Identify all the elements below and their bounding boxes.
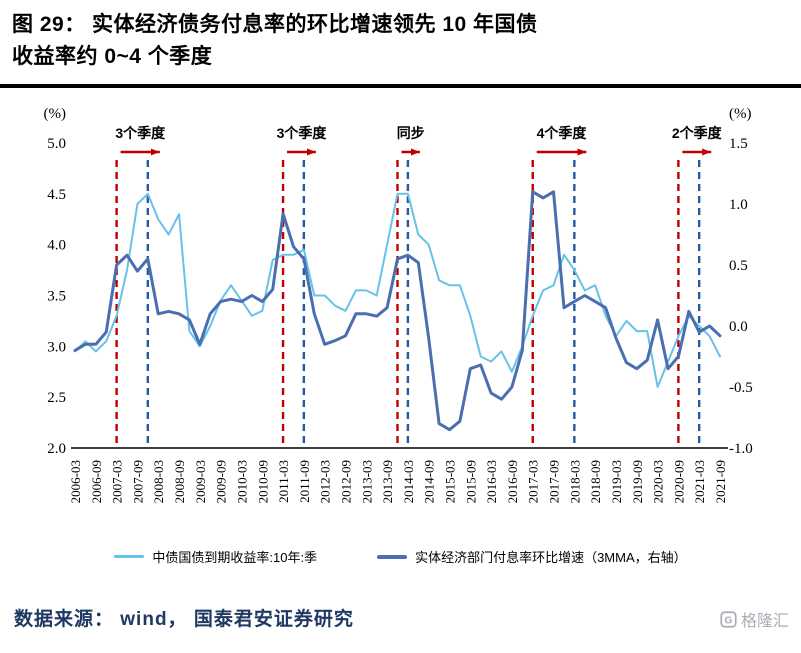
left-axis-tick: 4.5 <box>47 187 66 203</box>
right-axis-tick: 1.5 <box>729 136 748 152</box>
x-axis-tick: 2007-09 <box>130 460 145 503</box>
left-axis-tick: 2.0 <box>47 441 66 457</box>
watermark-text: 格隆汇 <box>740 613 789 630</box>
x-axis-tick: 2010-03 <box>234 460 249 503</box>
left-axis-tick: 5.0 <box>47 136 66 152</box>
right-axis-tick: -1.0 <box>729 441 753 457</box>
x-axis-tick: 2020-09 <box>671 460 686 503</box>
x-axis-tick: 2013-09 <box>380 460 395 503</box>
x-axis-tick: 2008-09 <box>172 460 187 503</box>
left-axis-tick: 3.5 <box>47 289 66 305</box>
left-axis-tick: 3.0 <box>47 339 66 355</box>
chart-legend: 中债国债到期收益率:10年:季 实体经济部门付息率环比增速（3MMA，右轴） <box>0 547 801 566</box>
svg-text:G: G <box>725 615 733 626</box>
left-axis-unit: (%) <box>44 106 67 122</box>
x-axis-tick: 2016-09 <box>505 460 520 503</box>
legend-item-yield: 中债国债到期收益率:10年:季 <box>114 547 317 566</box>
legend-swatch-yield-line <box>114 555 145 558</box>
annotation-label-3: 4个季度 <box>537 125 588 141</box>
x-axis-tick: 2014-03 <box>401 460 416 503</box>
x-axis-tick: 2006-03 <box>68 460 83 503</box>
x-axis-tick: 2020-03 <box>651 460 666 503</box>
x-axis-tick: 2021-09 <box>713 460 728 503</box>
gelonghui-logo-icon: G <box>720 610 737 628</box>
right-axis-tick: -0.5 <box>729 380 753 396</box>
right-axis-unit: (%) <box>729 106 752 122</box>
right-axis-tick: 0.5 <box>729 258 748 274</box>
left-axis-tick: 4.0 <box>47 238 66 254</box>
x-axis-tick: 2006-09 <box>89 460 104 503</box>
x-axis-tick: 2011-09 <box>297 460 312 503</box>
x-axis-tick: 2013-03 <box>359 460 374 503</box>
x-axis-tick: 2012-09 <box>338 460 353 503</box>
figure-title-line2: 收益率约 0~4 个季度 <box>12 44 213 68</box>
x-axis-tick: 2017-09 <box>547 460 562 503</box>
x-axis-tick: 2016-03 <box>484 460 499 503</box>
data-source-text: 数据来源： wind， 国泰君安证券研究 <box>14 609 354 630</box>
x-axis-tick: 2009-09 <box>214 460 229 503</box>
x-axis-tick: 2015-03 <box>443 460 458 503</box>
annotation-label-1: 3个季度 <box>277 125 328 141</box>
chart-canvas: (%) (%) 5.0 4.5 4.0 3.5 3.0 2.5 2.0 1.5 1.0 0.5 0.0 -… <box>44 106 753 503</box>
x-axis-tick: 2017-03 <box>526 460 541 503</box>
figure-footer: 数据来源： wind， 国泰君安证券研究 G 格隆汇 <box>0 604 801 631</box>
left-axis-tick: 2.5 <box>47 390 66 406</box>
annotation-label-4: 2个季度 <box>672 125 723 141</box>
legend-item-growth: 实体经济部门付息率环比增速（3MMA，右轴） <box>377 547 687 566</box>
x-axis-tick: 2015-09 <box>463 460 478 503</box>
x-axis-tick: 2008-03 <box>151 460 166 503</box>
x-axis-tick: 2019-03 <box>609 460 624 503</box>
x-axis-tick: 2018-03 <box>567 460 582 503</box>
figure-title: 图 29： 实体经济债务付息率的环比增速领先 10 年国债 收益率约 0~4 个… <box>12 9 789 72</box>
legend-label-growth: 实体经济部门付息率环比增速（3MMA，右轴） <box>415 550 687 565</box>
x-axis-tick: 2018-09 <box>588 460 603 503</box>
x-axis-tick: 2011-03 <box>276 460 291 503</box>
chart-area: (%) (%) 5.0 4.5 4.0 3.5 3.0 2.5 2.0 1.5 1.0 0.5 0.0 -… <box>0 88 801 533</box>
annotation-label-2: 同步 <box>397 125 425 141</box>
series-line-1 <box>73 190 722 432</box>
watermark: G 格隆汇 <box>720 607 789 631</box>
annotation-label-0: 3个季度 <box>115 125 166 141</box>
right-axis-tick: 1.0 <box>729 197 748 213</box>
x-axis-tick: 2009-03 <box>193 460 208 503</box>
x-axis-tick: 2019-09 <box>630 460 645 503</box>
figure-header: 图 29： 实体经济债务付息率的环比增速领先 10 年国债 收益率约 0~4 个… <box>0 0 801 88</box>
x-axis-tick: 2021-03 <box>692 460 707 503</box>
x-axis-tick: 2010-09 <box>255 460 270 503</box>
x-axis-tick: 2012-03 <box>318 460 333 503</box>
figure-title-line1: 图 29： 实体经济债务付息率的环比增速领先 10 年国债 <box>12 13 538 36</box>
legend-swatch-growth-line <box>377 554 408 559</box>
x-axis-tick: 2007-03 <box>110 460 125 503</box>
x-axis-tick: 2014-09 <box>422 460 437 503</box>
legend-label-yield: 中债国债到期收益率:10年:季 <box>152 550 318 565</box>
right-axis-tick: 0.0 <box>729 319 748 335</box>
